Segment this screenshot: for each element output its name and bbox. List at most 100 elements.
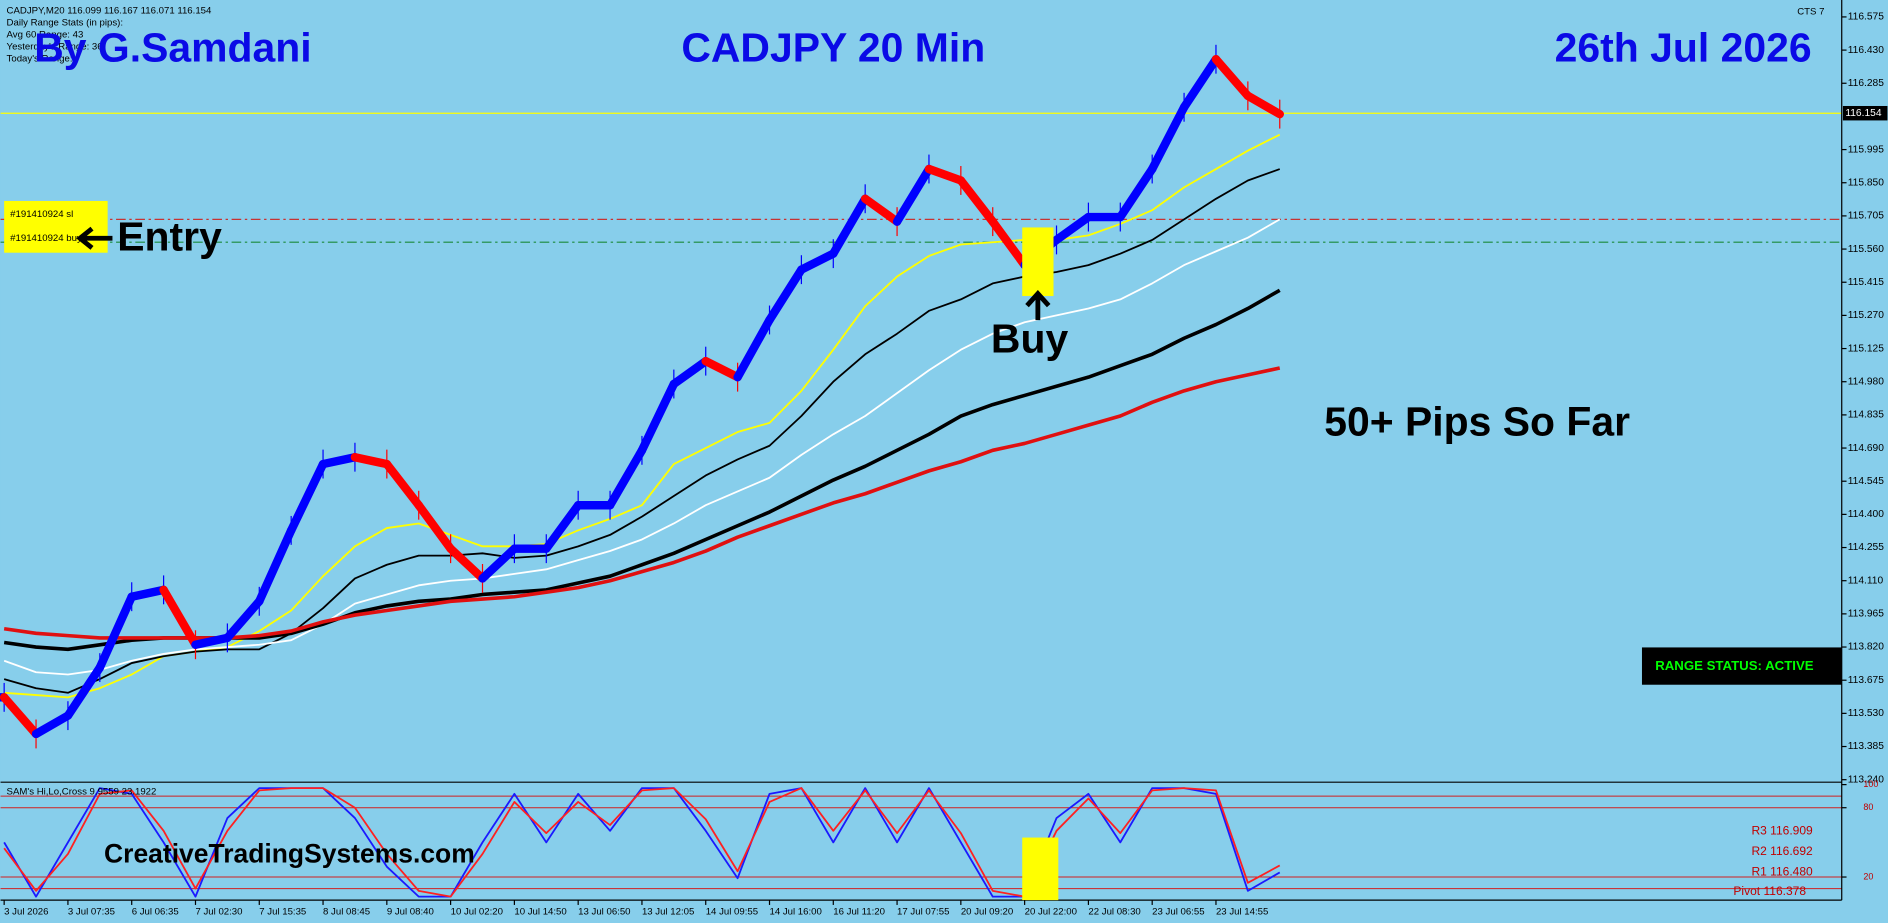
y-tick-label: 115.850 bbox=[1848, 177, 1884, 188]
x-tick-label: 9 Jul 08:40 bbox=[387, 907, 434, 918]
oscillator-line bbox=[3, 787, 1281, 898]
x-tick-label: 14 Jul 09:55 bbox=[706, 907, 758, 918]
order-label: #191410924 buy bbox=[10, 233, 82, 244]
price-segment bbox=[924, 164, 966, 185]
author: By G.Samdani bbox=[34, 24, 311, 70]
price-segment bbox=[701, 356, 742, 382]
x-tick-label: 23 Jul 14:55 bbox=[1216, 907, 1268, 918]
version-label: CTS 7 bbox=[1797, 7, 1824, 18]
price-segment bbox=[159, 585, 200, 649]
x-tick-label: 7 Jul 15:35 bbox=[259, 907, 306, 918]
x-tick-label: 3 Jul 07:35 bbox=[68, 907, 115, 918]
plot-area bbox=[0, 44, 1842, 898]
oscillator-title: SAM's Hi,Lo,Cross 9.9559 23.1922 bbox=[7, 786, 157, 797]
price-segment bbox=[31, 711, 73, 739]
x-tick-label: 14 Jul 16:00 bbox=[770, 907, 822, 918]
price-segment bbox=[765, 265, 806, 325]
y-tick-label: 80 bbox=[1863, 802, 1873, 812]
current-price-label: 116.154 bbox=[1845, 108, 1881, 119]
price-segment bbox=[605, 446, 647, 510]
y-tick-label: 20 bbox=[1863, 871, 1873, 881]
pivot-label: R3 116.909 bbox=[1751, 824, 1813, 838]
pivot-label: Pivot 116.378 bbox=[1733, 884, 1806, 898]
price-segment bbox=[95, 592, 136, 672]
y-tick-label: 113.240 bbox=[1848, 774, 1884, 785]
y-tick-label: 113.675 bbox=[1848, 675, 1884, 686]
price-segment bbox=[956, 176, 997, 226]
buy-label: Buy bbox=[991, 316, 1069, 362]
price-segment bbox=[446, 544, 487, 583]
pivot-label: R1 116.480 bbox=[1751, 865, 1813, 879]
x-tick-label: 13 Jul 12:05 bbox=[642, 907, 694, 918]
price-segment bbox=[286, 459, 328, 535]
oscillator-line bbox=[3, 787, 1281, 898]
price-segment bbox=[255, 526, 296, 606]
y-tick-label: 114.690 bbox=[1848, 443, 1884, 454]
moving-average bbox=[3, 218, 1281, 676]
price-segment bbox=[829, 194, 870, 258]
y-tick-label: 114.545 bbox=[1848, 476, 1884, 487]
price-segment bbox=[478, 544, 519, 583]
price-segment bbox=[542, 501, 583, 553]
price-segment bbox=[1211, 55, 1253, 101]
buy-highlight bbox=[1022, 227, 1054, 297]
buy-arrow bbox=[1025, 290, 1051, 321]
symbol-line: CADJPY,M20 116.099 116.167 116.071 116.1… bbox=[7, 5, 212, 16]
x-tick-label: 20 Jul 09:20 bbox=[961, 907, 1013, 918]
status-label: RANGE STATUS: ACTIVE bbox=[1655, 658, 1814, 673]
y-tick-label: 114.980 bbox=[1848, 376, 1884, 387]
y-tick-label: 116.575 bbox=[1848, 12, 1884, 23]
stats-line: Avg 60 Range: 43 bbox=[7, 29, 84, 40]
x-tick-label: 8 Jul 08:45 bbox=[323, 907, 370, 918]
x-tick-label: 20 Jul 22:00 bbox=[1025, 907, 1077, 918]
y-tick-label: 113.385 bbox=[1848, 741, 1884, 752]
price-segment bbox=[1179, 55, 1221, 112]
price-segment bbox=[1147, 103, 1189, 174]
x-tick-label: 6 Jul 06:35 bbox=[132, 907, 179, 918]
price-segment bbox=[191, 633, 232, 649]
y-tick-label: 115.415 bbox=[1848, 277, 1884, 288]
x-tick-label: 7 Jul 02:30 bbox=[195, 907, 242, 918]
pivot-label: R2 116.692 bbox=[1751, 844, 1813, 858]
price-segment bbox=[414, 501, 455, 553]
price-segment bbox=[733, 315, 774, 382]
website: CreativeTradingSystems.com bbox=[104, 839, 475, 869]
price-segment bbox=[1116, 164, 1157, 222]
x-tick-label: 10 Jul 14:50 bbox=[514, 907, 566, 918]
stats-line: Today's Range: bbox=[7, 54, 73, 65]
y-tick-label: 114.110 bbox=[1848, 575, 1884, 586]
price-segment bbox=[382, 459, 423, 510]
y-tick-label: 114.835 bbox=[1848, 410, 1884, 421]
y-tick-label: 113.965 bbox=[1848, 609, 1884, 620]
price-segment bbox=[860, 194, 902, 226]
price-segment bbox=[318, 452, 360, 469]
order-label: #191410924 sl bbox=[10, 209, 73, 220]
x-tick-label: 17 Jul 07:55 bbox=[897, 907, 949, 918]
x-tick-label: 23 Jul 06:55 bbox=[1152, 907, 1204, 918]
price-segment bbox=[1243, 91, 1284, 119]
y-tick-label: 113.820 bbox=[1848, 642, 1884, 653]
price-segment bbox=[0, 693, 41, 739]
x-tick-label: 10 Jul 02:20 bbox=[451, 907, 503, 918]
stats-title: Daily Range Stats (in pips): bbox=[7, 17, 123, 28]
y-tick-label: 114.255 bbox=[1848, 542, 1884, 553]
moving-average bbox=[3, 168, 1281, 694]
date: 26th Jul 2026 bbox=[1555, 24, 1812, 70]
oscillator-highlight bbox=[1022, 837, 1059, 901]
y-tick-label: 113.530 bbox=[1848, 708, 1884, 719]
price-segment bbox=[63, 663, 105, 720]
y-tick-label: 100 bbox=[1863, 779, 1878, 789]
x-tick-label: 3 Jul 2026 bbox=[4, 907, 48, 918]
price-segment bbox=[669, 356, 710, 389]
y-tick-label: 116.430 bbox=[1848, 45, 1884, 56]
entry-label: Entry bbox=[117, 213, 222, 259]
y-tick-label: 115.270 bbox=[1848, 310, 1884, 321]
price-segment bbox=[350, 452, 392, 469]
price-segment bbox=[988, 217, 1029, 270]
price-segment bbox=[1052, 212, 1093, 245]
y-tick-label: 116.285 bbox=[1848, 78, 1884, 89]
y-tick-label: 115.995 bbox=[1848, 144, 1884, 155]
entry-arrow bbox=[76, 226, 113, 250]
